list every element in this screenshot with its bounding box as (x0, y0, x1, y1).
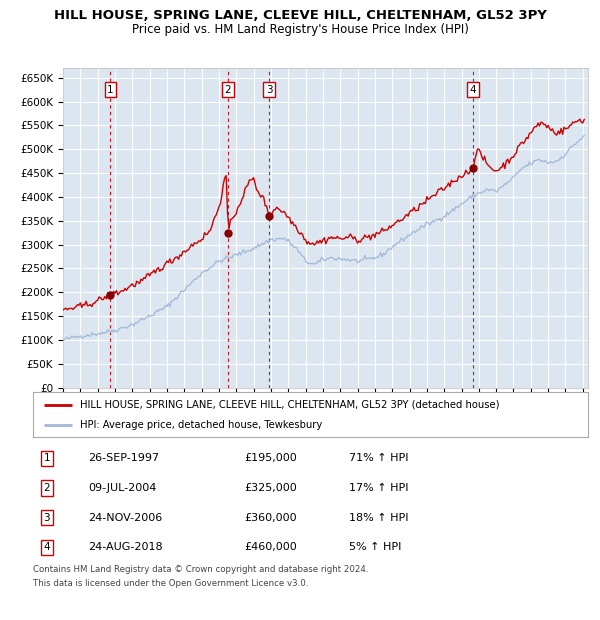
Text: HILL HOUSE, SPRING LANE, CLEEVE HILL, CHELTENHAM, GL52 3PY (detached house): HILL HOUSE, SPRING LANE, CLEEVE HILL, CH… (80, 399, 500, 410)
Text: 4: 4 (469, 85, 476, 95)
Text: 18% ↑ HPI: 18% ↑ HPI (349, 513, 409, 523)
Text: Contains HM Land Registry data © Crown copyright and database right 2024.: Contains HM Land Registry data © Crown c… (33, 565, 368, 575)
Text: 17% ↑ HPI: 17% ↑ HPI (349, 483, 409, 493)
Text: £460,000: £460,000 (244, 542, 296, 552)
Text: Price paid vs. HM Land Registry's House Price Index (HPI): Price paid vs. HM Land Registry's House … (131, 23, 469, 36)
Text: 3: 3 (44, 513, 50, 523)
Text: £195,000: £195,000 (244, 453, 296, 463)
Text: 2: 2 (224, 85, 231, 95)
Text: 4: 4 (44, 542, 50, 552)
Text: This data is licensed under the Open Government Licence v3.0.: This data is licensed under the Open Gov… (33, 579, 308, 588)
Text: 2: 2 (44, 483, 50, 493)
Text: £360,000: £360,000 (244, 513, 296, 523)
Text: 5% ↑ HPI: 5% ↑ HPI (349, 542, 402, 552)
Text: 09-JUL-2004: 09-JUL-2004 (89, 483, 157, 493)
Text: 24-NOV-2006: 24-NOV-2006 (89, 513, 163, 523)
Text: 24-AUG-2018: 24-AUG-2018 (89, 542, 163, 552)
Text: HILL HOUSE, SPRING LANE, CLEEVE HILL, CHELTENHAM, GL52 3PY: HILL HOUSE, SPRING LANE, CLEEVE HILL, CH… (53, 9, 547, 22)
Text: 1: 1 (44, 453, 50, 463)
Text: £325,000: £325,000 (244, 483, 296, 493)
Text: 26-SEP-1997: 26-SEP-1997 (89, 453, 160, 463)
Text: HPI: Average price, detached house, Tewkesbury: HPI: Average price, detached house, Tewk… (80, 420, 322, 430)
Text: 1: 1 (107, 85, 114, 95)
Text: 71% ↑ HPI: 71% ↑ HPI (349, 453, 409, 463)
Text: 3: 3 (266, 85, 272, 95)
